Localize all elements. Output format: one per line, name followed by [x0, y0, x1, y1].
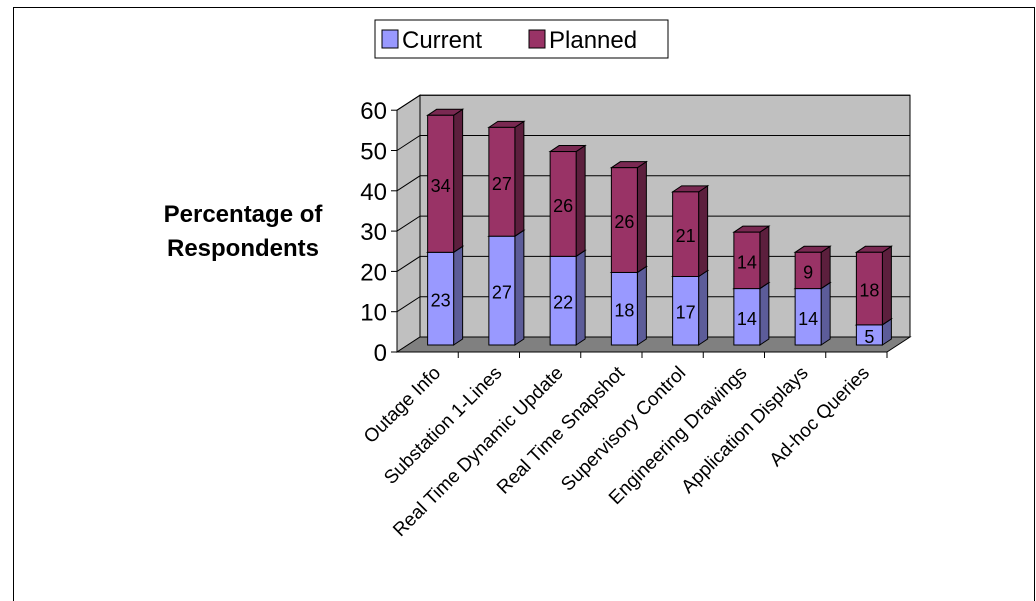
- bar-front: [794, 251, 822, 290]
- bar-current-0: 23: [425, 245, 465, 346]
- bar-side: [636, 265, 647, 346]
- bar-planned-4: 21: [670, 184, 710, 278]
- bars: 23 34 27 27 22 26 18 26 17 21 14 14 14 9 5 18: [425, 108, 894, 347]
- data-label: 18: [859, 281, 879, 301]
- chart-frame: [13, 7, 1035, 601]
- bar-current-2: 22: [548, 249, 587, 346]
- bar-current-3: 18: [609, 265, 649, 346]
- x-tick-label: Substation 1-Lines: [380, 363, 506, 489]
- data-label: 27: [492, 174, 512, 194]
- bar-side: [698, 269, 709, 346]
- data-label: 14: [798, 309, 818, 329]
- bar-side: [575, 249, 586, 346]
- legend-box: [374, 19, 669, 59]
- bar-front: [549, 255, 577, 346]
- y-tick-label: 30: [360, 219, 387, 246]
- bar-planned-7: 18: [854, 245, 894, 326]
- bar-side: [759, 225, 770, 290]
- gridline: [396, 94, 910, 111]
- data-label: 26: [553, 196, 573, 216]
- bar-planned-3: 26: [609, 160, 649, 274]
- bar-front: [855, 251, 883, 326]
- gridline: [396, 175, 910, 192]
- data-label: 9: [803, 262, 813, 282]
- bar-front: [549, 151, 577, 257]
- bar-front: [733, 288, 761, 346]
- data-label: 27: [492, 283, 512, 303]
- bar-front: [610, 271, 638, 346]
- bar-front: [427, 114, 455, 253]
- y-tick-label: 10: [360, 300, 387, 327]
- bar-side: [820, 281, 831, 346]
- y-tick-label: 50: [360, 139, 387, 166]
- bar-side: [453, 245, 464, 346]
- bar-side: [636, 160, 647, 274]
- bar-planned-0: 34: [425, 108, 465, 254]
- gridline: [396, 135, 910, 151]
- data-label: 23: [431, 291, 451, 311]
- y-axis: 0 10 20 30 40 50 60: [360, 98, 398, 367]
- bar-current-1: 27: [487, 229, 526, 346]
- bar-side: [820, 245, 831, 290]
- bar-current-4: 17: [670, 269, 710, 346]
- data-label: 17: [676, 303, 696, 323]
- bar-planned-2: 26: [548, 144, 587, 258]
- data-label: 14: [737, 252, 757, 272]
- y-tick-label: 40: [360, 179, 387, 206]
- legend-swatch-current: [381, 29, 399, 49]
- data-label: 21: [676, 226, 696, 246]
- legend: Current Planned: [374, 19, 669, 59]
- legend-label-planned: Planned: [549, 27, 637, 54]
- y-axis-label-line-2: Respondents: [167, 235, 319, 262]
- bar-side: [881, 245, 892, 326]
- bar-current-5: 14: [732, 281, 771, 346]
- bar-planned-5: 14: [732, 225, 771, 290]
- bar-side: [575, 144, 586, 258]
- legend-swatch-planned: [528, 29, 546, 49]
- bar-front: [733, 231, 761, 290]
- bar-side: [514, 120, 525, 238]
- bar-planned-1: 27: [487, 120, 526, 238]
- bar-side: [453, 108, 464, 254]
- data-label: 26: [614, 212, 634, 232]
- data-label: 14: [737, 309, 757, 329]
- bar-front: [672, 275, 700, 346]
- bar-front: [610, 167, 638, 273]
- y-axis-label-line-1: Percentage of: [164, 201, 324, 228]
- bar-front: [794, 288, 822, 346]
- bar-planned-6: 9: [793, 245, 832, 290]
- data-label: 34: [431, 176, 451, 196]
- bar-front: [672, 191, 700, 277]
- y-tick-label: 20: [360, 259, 387, 286]
- gridline: [396, 215, 910, 232]
- chart-walls: [395, 94, 912, 353]
- data-label: 22: [553, 293, 573, 313]
- data-label: 18: [614, 301, 634, 321]
- legend-label-current: Current: [402, 27, 482, 54]
- bar-front: [488, 126, 516, 237]
- data-label: 5: [864, 327, 874, 347]
- bar-side: [514, 229, 525, 346]
- floor: [395, 336, 912, 353]
- bar-side: [698, 184, 709, 278]
- bar-side: [759, 281, 770, 346]
- y-tick-label: 60: [360, 98, 387, 125]
- bar-current-6: 14: [793, 281, 832, 346]
- y-tick-label: 0: [374, 340, 387, 367]
